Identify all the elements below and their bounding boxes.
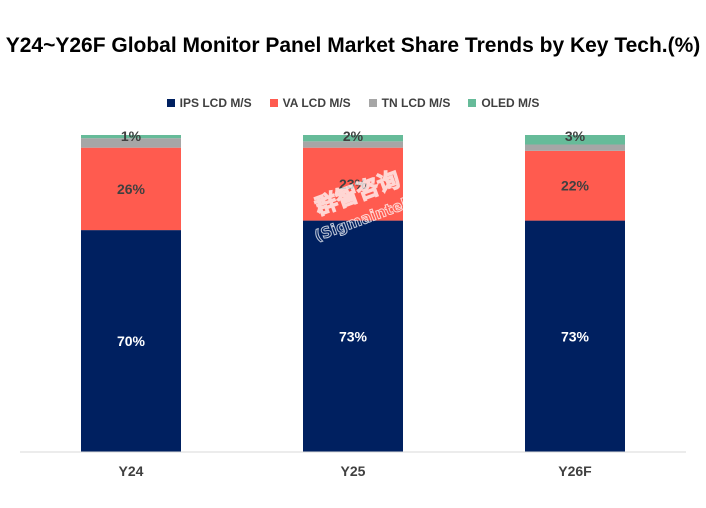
legend: IPS LCD M/S VA LCD M/S TN LCD M/S OLED M/S	[0, 96, 706, 110]
chart-title: Y24~Y26F Global Monitor Panel Market Sha…	[5, 34, 701, 57]
bar-segment	[81, 230, 181, 452]
legend-swatch	[269, 99, 278, 107]
category-label: Y24	[119, 463, 144, 479]
bar-segment	[303, 135, 403, 142]
bar-segment	[525, 150, 625, 221]
legend-item: VA LCD M/S	[269, 96, 351, 110]
legend-label: OLED M/S	[481, 96, 540, 110]
legend-swatch	[468, 99, 477, 107]
data-label: 73%	[561, 328, 590, 344]
bar-segment	[81, 138, 181, 148]
bar-segment	[525, 144, 625, 151]
legend-label: IPS LCD M/S	[179, 96, 252, 110]
bar-segment	[303, 141, 403, 148]
data-label: 70%	[117, 333, 146, 349]
bar-segment	[81, 135, 181, 139]
data-label: 2%	[343, 128, 364, 144]
category-label: Y25	[341, 463, 366, 479]
data-label: 1%	[121, 128, 142, 144]
data-label: 22%	[561, 178, 590, 194]
data-label: 73%	[339, 328, 368, 344]
data-label: 3%	[565, 128, 586, 144]
legend-label: TN LCD M/S	[381, 96, 451, 110]
data-label: 26%	[117, 181, 146, 197]
bar-segment	[303, 220, 403, 452]
legend-label: VA LCD M/S	[282, 96, 351, 110]
bar-segment	[525, 220, 625, 452]
bar-segment	[303, 147, 403, 221]
bar-segment	[81, 147, 181, 231]
legend-swatch	[368, 99, 377, 107]
legend-item: OLED M/S	[468, 96, 539, 110]
legend-item: TN LCD M/S	[368, 96, 451, 110]
data-label: 23%	[339, 176, 368, 192]
legend-item: IPS LCD M/S	[166, 96, 252, 110]
bar-segment	[525, 135, 625, 145]
category-label: Y26F	[558, 463, 592, 479]
legend-swatch	[166, 99, 175, 107]
